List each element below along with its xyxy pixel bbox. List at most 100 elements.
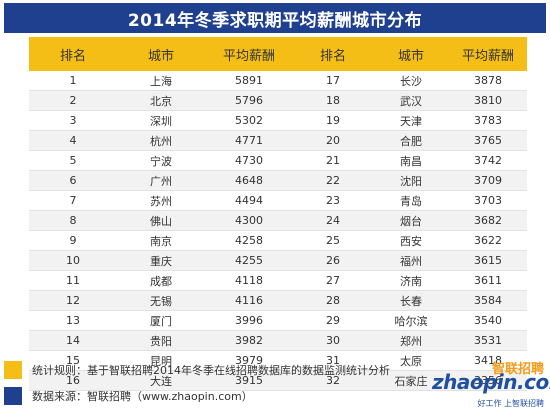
table-cell: 大连 <box>117 370 205 391</box>
footnote-rule: 统计规则：基于智联招聘2014年冬季在线招聘数据库的数据监测统计分析 <box>4 361 390 379</box>
table-cell: 贵阳 <box>117 330 205 351</box>
table-cell: 23 <box>293 190 373 211</box>
table-cell: 8 <box>29 210 117 231</box>
table-cell: 16 <box>29 370 117 391</box>
table-row: 1 上海 5891 17 长沙 3878 <box>29 71 527 91</box>
table-cell: 1 <box>29 71 117 91</box>
table-row: 7 苏州 4494 23 青岛 3703 <box>29 190 527 211</box>
table-cell: 4648 <box>205 170 293 191</box>
table-cell: 重庆 <box>117 250 205 271</box>
footnote-rule-text: 统计规则：基于智联招聘2014年冬季在线招聘数据库的数据监测统计分析 <box>32 364 390 377</box>
table-body: 1 上海 5891 17 长沙 3878 2 北京 5796 18 武汉 3810 3 深圳 5302 19 天… <box>29 71 527 391</box>
column-header: 城市 <box>373 37 449 71</box>
table-cell: 3418 <box>449 350 527 371</box>
table-cell: 上海 <box>117 71 205 91</box>
table-cell: 3540 <box>449 310 527 331</box>
table-cell: 3915 <box>205 370 293 391</box>
table-cell: 3682 <box>449 210 527 231</box>
table-cell: 4258 <box>205 230 293 251</box>
salary-table: 排名 城市 平均薪酬 排名 城市 平均薪酬 1 上海 5891 17 长沙 3878 2 北京 5796 1… <box>29 37 527 391</box>
table-cell: 4 <box>29 130 117 151</box>
table-cell: 15 <box>29 350 117 371</box>
table-cell: 南昌 <box>373 150 449 171</box>
table-cell: 太原 <box>373 350 449 371</box>
table-row: 13 厦门 3996 29 哈尔滨 3540 <box>29 310 527 331</box>
table-cell: 20 <box>293 130 373 151</box>
table-cell: 郑州 <box>373 330 449 351</box>
table-cell: 沈阳 <box>373 170 449 191</box>
table-cell: 3622 <box>449 230 527 251</box>
table-cell: 4255 <box>205 250 293 271</box>
table-row: 4 杭州 4771 20 合肥 3765 <box>29 130 527 151</box>
table-cell: 3996 <box>205 310 293 331</box>
table-cell: 19 <box>293 110 373 131</box>
table-cell: 31 <box>293 350 373 371</box>
table-cell: 3615 <box>449 250 527 271</box>
table-cell: 22 <box>293 170 373 191</box>
table-cell: 3531 <box>449 330 527 351</box>
table-cell: 济南 <box>373 270 449 291</box>
table-cell: 24 <box>293 210 373 231</box>
table-cell: 3709 <box>449 170 527 191</box>
table-cell: 10 <box>29 250 117 271</box>
table-cell: 17 <box>293 71 373 91</box>
table-cell: 青岛 <box>373 190 449 211</box>
table-cell: 3982 <box>205 330 293 351</box>
table-cell: 7 <box>29 190 117 211</box>
table-cell: 29 <box>293 310 373 331</box>
logo-brand: 智联招聘 <box>491 362 544 377</box>
table-cell: 13 <box>29 310 117 331</box>
table-cell: 3 <box>29 110 117 131</box>
table-cell: 3765 <box>449 130 527 151</box>
table-cell: 5 <box>29 150 117 171</box>
table-cell: 3810 <box>449 90 527 111</box>
table-row: 10 重庆 4255 26 福州 3615 <box>29 250 527 271</box>
table-cell: 厦门 <box>117 310 205 331</box>
table-cell: 3742 <box>449 150 527 171</box>
footnote-source-text: 数据来源：智联招聘（www.zhaopin.com） <box>32 390 253 403</box>
table-row: 8 佛山 4300 24 烟台 3682 <box>29 210 527 231</box>
table-cell: 哈尔滨 <box>373 310 449 331</box>
table-cell: 烟台 <box>373 210 449 231</box>
table-cell: 佛山 <box>117 210 205 231</box>
blue-square-icon <box>4 387 22 405</box>
table-cell: 3703 <box>449 190 527 211</box>
table-cell: 杭州 <box>117 130 205 151</box>
table-row: 16 大连 3915 32 石家庄 3356 <box>29 370 527 391</box>
table-cell: 9 <box>29 230 117 251</box>
table-row: 11 成都 4118 27 济南 3611 <box>29 270 527 291</box>
table-cell: 昆明 <box>117 350 205 371</box>
table-cell: 28 <box>293 290 373 311</box>
table-cell: 合肥 <box>373 130 449 151</box>
table-row: 15 昆明 3979 31 太原 3418 <box>29 350 527 371</box>
logo-slogan: 好工作 上智联招聘 <box>477 399 544 408</box>
table-row: 12 无锡 4116 28 长春 3584 <box>29 290 527 311</box>
table-cell: 长沙 <box>373 71 449 91</box>
table-cell: 深圳 <box>117 110 205 131</box>
table-cell: 无锡 <box>117 290 205 311</box>
table-cell: 宁波 <box>117 150 205 171</box>
table-cell: 苏州 <box>117 190 205 211</box>
table-cell: 5302 <box>205 110 293 131</box>
table-cell: 福州 <box>373 250 449 271</box>
table-cell: 11 <box>29 270 117 291</box>
column-header: 平均薪酬 <box>205 37 293 71</box>
table-cell: 18 <box>293 90 373 111</box>
yellow-square-icon <box>4 361 22 379</box>
column-header: 平均薪酬 <box>449 37 527 71</box>
table-cell: 西安 <box>373 230 449 251</box>
table-cell: 2 <box>29 90 117 111</box>
table-cell: 4118 <box>205 270 293 291</box>
page-title: 2014年冬季求职期平均薪酬城市分布 <box>4 3 546 33</box>
table-row: 14 贵阳 3982 30 郑州 3531 <box>29 330 527 351</box>
table-cell: 南京 <box>117 230 205 251</box>
table-cell: 26 <box>293 250 373 271</box>
table-header-row: 排名 城市 平均薪酬 排名 城市 平均薪酬 <box>29 37 527 71</box>
table-row: 3 深圳 5302 19 天津 3783 <box>29 110 527 131</box>
logo-domain: zhaopin.com <box>432 370 550 394</box>
table-row: 5 宁波 4730 21 南昌 3742 <box>29 150 527 171</box>
table-cell: 广州 <box>117 170 205 191</box>
table-cell: 武汉 <box>373 90 449 111</box>
table-cell: 4771 <box>205 130 293 151</box>
table-cell: 6 <box>29 170 117 191</box>
